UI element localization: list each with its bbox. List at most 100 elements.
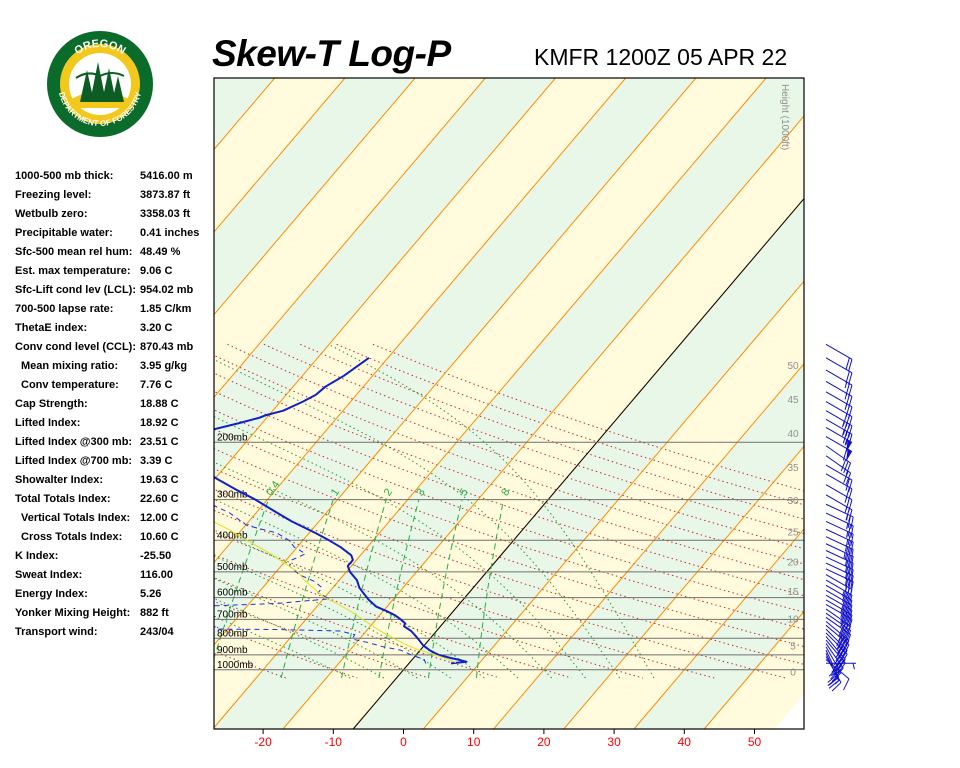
x-tick-label: -10 xyxy=(325,735,343,749)
wind-barb xyxy=(825,464,853,493)
stat-row: 1000-500 mb thick: 5416.00 m xyxy=(15,167,215,186)
stat-row: Sfc-500 mean rel hum: 48.49 % xyxy=(15,243,215,262)
temperature-band xyxy=(0,78,134,729)
stat-label: Transport wind: xyxy=(15,626,98,638)
stat-value: 870.43 mb xyxy=(140,341,194,353)
stability-indices-panel: 1000-500 mb thick: 5416.00 m Freezing leve… xyxy=(15,167,215,642)
mixing-ratio-lines: 0.4 1 2 3 5 8 xyxy=(214,479,513,679)
stat-row: K Index: -25.50 xyxy=(15,547,215,566)
mixing-ratio-line xyxy=(341,499,387,679)
stat-value: 22.60 C xyxy=(140,493,179,505)
parcel-trace xyxy=(214,521,457,663)
wind-barb xyxy=(825,624,850,656)
isobars: 200mb 300mb 400mb 500mb 600mb 700mb 800mb 900mb… xyxy=(214,432,804,671)
stat-label: Precipitable water: xyxy=(15,227,113,239)
pressure-label: 1000mb xyxy=(217,660,254,671)
mixing-ratio-line xyxy=(378,499,420,679)
height-label: 10 xyxy=(787,615,799,626)
stat-value: 243/04 xyxy=(140,626,174,638)
isotherm-line xyxy=(214,78,346,233)
stat-row: Conv temperature: 7.76 C xyxy=(15,376,215,395)
wind-barb xyxy=(825,536,854,562)
stat-label: Est. max temperature: xyxy=(15,265,131,277)
mixing-ratio-label: 3 xyxy=(414,486,427,498)
pressure-label: 300mb xyxy=(217,490,248,501)
wind-barb xyxy=(825,445,852,475)
isotherm-line xyxy=(633,528,804,729)
isotherm-line xyxy=(214,78,556,481)
dry-adiabat-line xyxy=(214,428,804,630)
stat-value: 954.02 mb xyxy=(140,284,194,296)
stat-row: 700-500 lapse rate: 1.85 C/km xyxy=(15,300,215,319)
stat-row: Transport wind: 243/04 xyxy=(15,623,215,642)
stat-value: 7.76 C xyxy=(140,379,173,391)
stat-value: 3358.03 ft xyxy=(140,208,191,220)
stat-value: 18.92 C xyxy=(140,417,179,429)
stat-value: 18.88 C xyxy=(140,398,179,410)
stat-value: 19.63 C xyxy=(140,474,179,486)
stat-label: Lifted Index @700 mb: xyxy=(15,455,133,467)
dry-adiabat-line xyxy=(214,677,215,679)
pressure-label: 200mb xyxy=(217,432,248,443)
temperature-band xyxy=(214,78,804,729)
stat-row: Conv cond level (CCL): 870.43 mb xyxy=(15,338,215,357)
moist-adiabat-line xyxy=(214,416,586,679)
stat-value: 48.49 % xyxy=(140,246,181,258)
stat-row: ThetaE index: 3.20 C xyxy=(15,319,215,338)
stat-label: Freezing level: xyxy=(15,189,92,201)
dry-adiabat-line xyxy=(214,531,644,679)
freezing-isotherm xyxy=(352,197,804,729)
stat-value: 23.51 C xyxy=(140,436,179,448)
stat-label: Energy Index: xyxy=(15,588,88,600)
isotherm-line xyxy=(214,78,697,646)
stat-label: Total Totals Index: xyxy=(15,493,111,505)
stat-row: Yonker Mixing Height: 882 ft xyxy=(15,604,215,623)
temperature-bands xyxy=(0,78,804,729)
mixing-ratio-label: 1 xyxy=(329,486,342,498)
x-tick-label: 10 xyxy=(467,735,481,749)
pressure-label: 400mb xyxy=(217,530,248,541)
stat-value: 116.00 xyxy=(140,569,174,581)
isotherm-line xyxy=(703,610,804,729)
stat-row: Lifted Index @700 mb: 3.39 C xyxy=(15,452,215,471)
stat-row: Cap Strength: 18.88 C xyxy=(15,395,215,414)
stat-value: 0.41 inches xyxy=(140,227,200,239)
x-tick-label: 40 xyxy=(678,735,692,749)
stat-row: Vertical Totals Index: 12.00 C xyxy=(15,509,215,528)
height-axis-title: Height (1000ft) xyxy=(779,84,790,150)
wind-barbs xyxy=(825,343,856,692)
chart-title: Skew-T Log-P xyxy=(212,33,451,74)
stat-row: Wetbulb zero: 3358.03 ft xyxy=(15,205,215,224)
stat-label: Vertical Totals Index: xyxy=(21,512,131,524)
station-time-label: KMFR 1200Z 05 APR 22 xyxy=(534,44,788,70)
height-label: 45 xyxy=(787,395,799,406)
stat-row: Energy Index: 5.26 xyxy=(15,585,215,604)
stat-row: Cross Totals Index: 10.60 C xyxy=(15,528,215,547)
wind-barb xyxy=(825,556,854,582)
mixing-ratio-line xyxy=(214,499,269,660)
temperature-axis: -20 -10 0 10 20 30 40 50 xyxy=(254,729,761,749)
stat-label: Sweat Index: xyxy=(15,569,83,581)
mixing-ratio-line xyxy=(428,499,463,679)
wind-barb xyxy=(825,612,852,643)
pressure-label: 500mb xyxy=(217,562,248,573)
stat-row: Sfc-Lift cond lev (LCL): 954.02 mb xyxy=(15,281,215,300)
stat-label: Sfc-Lift cond lev (LCL): xyxy=(15,284,136,296)
sounding-traces xyxy=(214,356,468,665)
isotherm-line xyxy=(214,78,767,729)
stat-label: Sfc-500 mean rel hum: xyxy=(15,246,133,258)
stat-row: Sweat Index: 116.00 xyxy=(15,566,215,585)
moist-adiabat-line xyxy=(214,555,452,679)
dry-adiabat-line xyxy=(372,343,804,492)
height-label: 30 xyxy=(787,496,799,507)
mixing-ratio-label: 2 xyxy=(382,486,395,498)
stat-value: 1.85 C/km xyxy=(140,303,192,315)
stat-label: Lifted Index: xyxy=(15,417,81,429)
stat-label: ThetaE index: xyxy=(15,322,88,334)
isotherm-line xyxy=(214,78,416,316)
stat-value: 882 ft xyxy=(140,607,169,619)
height-label: 0 xyxy=(790,668,796,679)
height-label: 5 xyxy=(790,642,796,653)
oregon-department-of-forestry-logo: OREGON DEPARTMENT OF FORESTRY xyxy=(47,31,153,137)
